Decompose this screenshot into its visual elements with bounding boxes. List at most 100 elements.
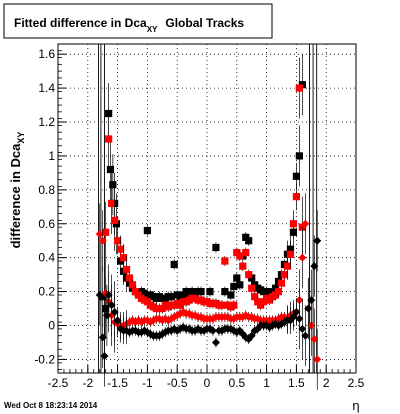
y-tick-label: 1: [48, 149, 55, 163]
data-point: [292, 193, 300, 201]
x-tick-label: -0.5: [167, 376, 188, 390]
chart-title-main: Fitted difference in Dca: [14, 16, 147, 30]
data-point: [289, 220, 298, 228]
data-point: [239, 262, 247, 270]
data-point: [286, 250, 295, 258]
x-tick-label: -2.5: [48, 376, 69, 390]
y-tick-label: 0.8: [38, 183, 55, 197]
title-box: Fitted difference in DcaXY Global Tracks: [3, 3, 273, 39]
data-point: [230, 282, 238, 291]
y-axis-label-main: difference in Dca: [8, 143, 23, 249]
data-point: [313, 355, 322, 364]
y-axis: -0.2 0 0.2 0.4 0.6 0.8 1 1.2 1.4 1.6: [34, 47, 66, 371]
data-point: [274, 287, 283, 296]
data-point: [295, 152, 303, 160]
data-point: [108, 199, 116, 208]
x-tick-label: 0: [204, 376, 211, 390]
data-point: [304, 304, 313, 313]
y-tick-label: 0.4: [38, 251, 55, 265]
data-point: [102, 228, 110, 236]
data-point: [119, 254, 128, 262]
data-points: [95, 44, 322, 390]
data-point: [107, 301, 116, 310]
chart-title-rest: Global Tracks: [165, 16, 244, 30]
data-point: [277, 279, 286, 287]
data-point: [245, 271, 253, 279]
data-point: [301, 219, 310, 228]
chart-title: Fitted difference in DcaXY Global Tracks: [14, 16, 244, 34]
data-point: [227, 291, 235, 299]
data-point: [236, 252, 244, 260]
y-tick-label: 1.6: [38, 47, 55, 61]
data-point: [140, 289, 149, 297]
data-point: [313, 236, 322, 245]
chart-title-subscript: XY: [147, 25, 158, 34]
data-point: [128, 281, 137, 289]
data-point: [301, 331, 310, 340]
data-point: [95, 290, 104, 299]
x-tick-label: 1: [263, 376, 270, 390]
data-point: [167, 293, 175, 301]
y-tick-label: -0.2: [34, 352, 55, 366]
data-point: [283, 262, 292, 270]
data-point: [110, 307, 119, 316]
data-point: [307, 296, 316, 305]
data-point: [170, 260, 178, 269]
data-point: [105, 135, 113, 143]
data-point: [233, 274, 241, 282]
data-point: [98, 236, 107, 245]
x-tick-label: -2: [82, 376, 93, 390]
data-point: [292, 172, 300, 180]
timestamp: Wed Oct 8 18:23:14 2014: [4, 401, 98, 410]
data-point: [310, 335, 319, 344]
data-point: [208, 326, 217, 335]
data-point: [242, 248, 250, 257]
y-tick-label: 0: [48, 319, 55, 333]
data-point: [245, 237, 253, 245]
data-point: [95, 229, 104, 238]
x-tick-label: -1.5: [107, 376, 128, 390]
data-point: [248, 284, 256, 292]
y-axis-label: difference in DcaXY: [8, 132, 26, 249]
data-point: [106, 165, 115, 174]
x-tick-label: 1.5: [288, 376, 305, 390]
data-point: [100, 352, 109, 361]
data-point: [99, 293, 107, 301]
data-point: [230, 301, 238, 309]
x-tick-label: 2.5: [348, 376, 365, 390]
y-tick-label: 0.6: [38, 217, 55, 231]
y-tick-label: 1.4: [38, 81, 55, 95]
data-point: [197, 287, 205, 296]
data-point: [280, 271, 289, 279]
data-point: [104, 290, 113, 299]
data-point: [310, 262, 319, 271]
data-point: [211, 338, 220, 347]
y-tick-label: 1.2: [38, 115, 55, 129]
data-point: [251, 293, 259, 301]
data-point: [298, 253, 307, 262]
data-point: [247, 331, 256, 340]
data-point: [206, 287, 214, 296]
data-point: [122, 265, 131, 274]
data-point: [236, 281, 244, 289]
x-tick-label: 0.5: [228, 376, 245, 390]
data-point: [298, 324, 307, 333]
x-tick-label: 2: [323, 376, 330, 390]
data-point: [295, 314, 304, 323]
y-axis-label-subscript: XY: [16, 132, 26, 144]
data-point: [218, 301, 226, 309]
data-point: [221, 287, 229, 296]
data-point: [292, 307, 301, 316]
x-tick-label: -1: [142, 376, 153, 390]
data-point: [221, 257, 229, 265]
data-point: [212, 243, 220, 252]
data-point: [111, 216, 119, 224]
data-point: [125, 274, 134, 282]
data-point: [113, 316, 122, 325]
data-point: [116, 245, 125, 253]
data-point: [109, 181, 117, 189]
y-tick-label: 0.2: [38, 285, 55, 299]
data-point: [143, 226, 151, 235]
data-point: [114, 237, 122, 245]
